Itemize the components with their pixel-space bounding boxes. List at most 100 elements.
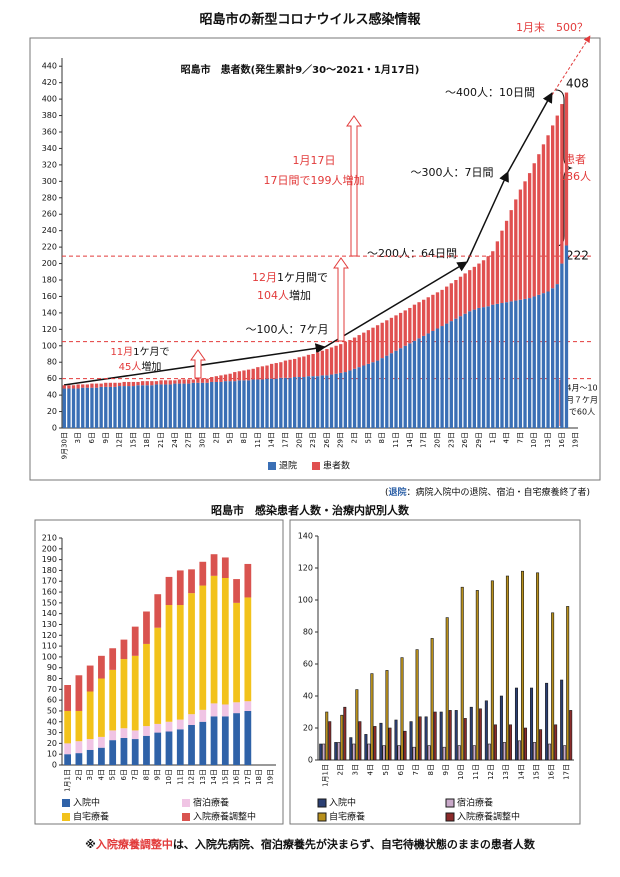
bar xyxy=(472,745,476,761)
bar xyxy=(64,754,72,765)
legend-label: 入院療養調整中 xyxy=(457,811,520,823)
bar xyxy=(518,189,523,300)
bar xyxy=(427,745,431,761)
annotation-part: 増加 xyxy=(289,289,311,302)
y-tick-label: 160 xyxy=(42,588,57,597)
bar xyxy=(260,379,265,428)
bar xyxy=(445,286,449,324)
bar xyxy=(143,643,150,727)
bar xyxy=(165,731,173,765)
bar xyxy=(532,163,536,297)
y-tick-label: 360 xyxy=(42,128,57,137)
x-tick-label: 11日 xyxy=(254,432,262,448)
bar xyxy=(449,283,453,322)
y-tick-label: 80 xyxy=(47,358,57,367)
legend-marker xyxy=(268,462,276,470)
footnote: ※入院療養調整中は、入院先病院、宿泊療養先が決まらず、自宅待機状態のままの患者人… xyxy=(85,837,536,851)
bar xyxy=(154,732,162,765)
bar xyxy=(514,199,518,301)
bar xyxy=(546,135,550,292)
bar xyxy=(288,377,292,428)
bar xyxy=(325,711,329,761)
bar xyxy=(415,649,419,761)
bar xyxy=(75,753,83,765)
bar xyxy=(145,381,149,386)
bar xyxy=(397,745,401,761)
bar xyxy=(293,377,297,428)
y-tick-label: 80 xyxy=(303,628,313,637)
y-tick-label: 100 xyxy=(298,596,313,605)
y-tick-label: 60 xyxy=(47,696,57,705)
bar xyxy=(564,92,569,246)
y-tick-label: 300 xyxy=(42,177,57,186)
bar xyxy=(86,749,94,765)
bar xyxy=(244,563,252,598)
x-tick-label: 12日 xyxy=(188,769,196,785)
bar xyxy=(122,386,126,428)
bar xyxy=(113,386,117,428)
bar xyxy=(358,721,362,761)
bar xyxy=(210,377,214,382)
bar xyxy=(435,328,440,428)
bar xyxy=(373,726,377,761)
y-tick-label: 400 xyxy=(42,95,57,104)
bar xyxy=(454,318,458,428)
bar xyxy=(380,322,384,359)
bar xyxy=(445,617,449,761)
bar xyxy=(412,340,417,428)
bar xyxy=(176,605,184,720)
y-tick-label: 160 xyxy=(42,292,57,301)
legend-label: 自宅療養 xyxy=(329,811,365,823)
bar xyxy=(545,682,549,761)
x-tick-label: 2日 xyxy=(337,764,345,775)
bar xyxy=(256,367,260,380)
bar xyxy=(145,385,149,428)
bar xyxy=(214,381,218,428)
bar xyxy=(143,726,150,736)
legend-marker xyxy=(62,799,70,807)
bar xyxy=(564,245,569,428)
x-tick-label: 10日 xyxy=(457,764,465,780)
x-tick-label: 1月1日 xyxy=(322,764,330,787)
bar xyxy=(509,210,513,302)
bar xyxy=(417,338,421,428)
x-tick-label: 5日 xyxy=(226,432,234,443)
bar xyxy=(385,320,389,356)
y-tick-label: 190 xyxy=(42,555,57,564)
bar xyxy=(219,375,223,382)
y-tick-label: 420 xyxy=(42,78,57,87)
bar xyxy=(569,710,573,761)
bar xyxy=(409,721,413,761)
bar xyxy=(334,373,338,428)
bar xyxy=(210,381,214,428)
bar xyxy=(548,743,552,761)
bar xyxy=(435,292,440,329)
bar xyxy=(439,711,443,761)
bar xyxy=(188,714,195,726)
bar xyxy=(487,743,491,761)
bar xyxy=(306,376,311,428)
bar xyxy=(394,315,398,351)
bar xyxy=(233,713,240,765)
x-tick-label: 6日 xyxy=(120,769,128,780)
bar xyxy=(176,570,184,606)
bar xyxy=(265,365,269,379)
bar xyxy=(187,383,191,428)
bar xyxy=(182,379,186,384)
bar xyxy=(486,306,490,428)
x-tick-label: 2日 xyxy=(212,432,220,443)
bar xyxy=(131,730,139,740)
bar xyxy=(199,721,207,765)
annotation-part: 45人 xyxy=(119,361,142,373)
bar xyxy=(164,380,168,385)
legend-label: 自宅療養 xyxy=(73,811,109,823)
bar xyxy=(430,638,434,761)
bar xyxy=(362,332,366,366)
bar xyxy=(379,722,383,761)
x-tick-label: 13日 xyxy=(199,769,207,785)
x-tick-label: 24日 xyxy=(171,432,179,448)
x-tick-label: 11日 xyxy=(176,769,184,785)
chart-title: 昭島市 患者数(発生累計9／30～2021・1月17日) xyxy=(181,63,420,76)
footnote-part: ※ xyxy=(85,838,96,851)
bar xyxy=(440,326,444,428)
